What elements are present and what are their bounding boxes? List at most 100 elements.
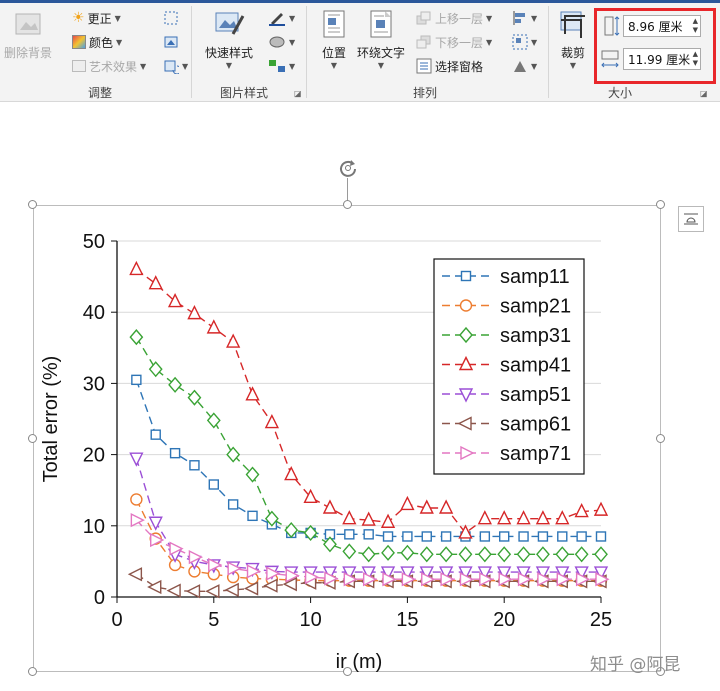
bring-forward-button[interactable]: 上移一层 ▼ [416,8,492,28]
sun-icon: ☀ [72,10,85,26]
send-backward-button[interactable]: 下移一层 ▼ [416,32,492,52]
data-point-samp41 [555,510,570,525]
rotation-handle-stem [347,178,348,205]
chevron-down-icon: ▼ [330,61,338,70]
layout-options-button[interactable] [678,206,704,232]
chevron-down-icon: ▼ [182,61,189,71]
dialog-launcher-icon[interactable]: ◪ [700,89,708,98]
remove-background-button[interactable]: 删除背景 [4,8,52,61]
align-button[interactable]: ▼ [512,8,537,28]
data-point-samp71 [227,561,242,576]
x-tick-label: 10 [299,609,321,631]
x-tick-label: 15 [396,609,418,631]
data-point-samp61 [282,577,297,592]
data-point-samp41 [419,499,434,514]
data-point-samp41 [322,499,338,514]
data-point-samp41 [438,499,454,514]
x-tick-label: 20 [493,609,515,631]
picture-border-icon [269,13,285,26]
resize-handle[interactable] [343,200,352,209]
group-objects-button[interactable]: ▼ [512,32,537,52]
picture-border-button[interactable]: ▼ [268,8,295,28]
ribbon-top-accent [0,0,720,3]
data-point-samp11 [557,531,568,542]
position-label: 位置 [321,46,346,60]
artistic-effects-icon [72,60,86,72]
data-point-samp41 [206,319,221,334]
resize-handle[interactable] [28,434,37,443]
shape-height-field[interactable]: 8.96 厘米 ▲ ▼ [623,15,701,37]
resize-handle[interactable] [28,667,37,676]
data-point-samp31 [574,546,589,563]
data-point-samp11 [595,531,607,542]
data-point-samp71 [362,572,378,587]
data-point-samp11 [421,531,432,542]
group-divider [306,6,307,98]
chevron-down-icon: ▼ [289,13,296,23]
crop-icon [560,11,585,38]
remove-background-icon [15,13,41,35]
corrections-button[interactable]: ☀ 更正 ▼ [72,8,121,28]
data-point-samp11 [440,531,452,542]
selection-pane-button[interactable]: 选择窗格 [416,56,483,76]
picture-effects-button[interactable]: ▼ [268,32,295,52]
position-button[interactable]: 位置 ▼ [318,8,350,70]
chart-series [127,260,610,599]
artistic-effects-button[interactable]: 艺术效果 ▼ [72,56,146,76]
data-point-samp41 [342,510,357,525]
data-point-samp31 [555,546,570,563]
legend-marker [460,270,472,282]
wrap-text-button[interactable]: 环绕文字 ▼ [357,8,405,70]
shape-width-field[interactable]: 11.99 厘米 ▲ ▼ [623,48,701,70]
data-point-samp11 [169,447,181,459]
resize-handle[interactable] [656,667,665,676]
data-point-samp71 [556,572,571,587]
data-point-samp41 [516,510,531,525]
legend-label: samp51 [500,384,571,406]
data-point-samp31 [206,412,221,429]
resize-handle[interactable] [656,434,665,443]
resize-handle[interactable] [28,200,37,209]
group-divider [191,6,192,98]
spinner-icon[interactable]: ▲ ▼ [692,50,698,67]
spinner-icon[interactable]: ▲ ▼ [692,17,698,34]
data-point-samp71 [479,572,494,587]
legend-marker [459,326,473,344]
picture-layout-icon [269,60,285,72]
legend-marker [457,416,472,431]
data-point-samp71 [150,532,165,548]
shape-height-row: 8.96 厘米 ▲ ▼ [600,13,712,39]
rotate-handle-icon[interactable] [338,158,358,178]
selection-pane-icon [416,58,432,74]
picture-layout-button[interactable]: ▼ [268,56,295,76]
y-tick-label: 0 [94,587,105,609]
shape-width-row: 11.99 厘米 ▲ ▼ [600,46,712,72]
watermark-text: 知乎 @阿昆 [590,655,681,675]
chart-axes: 0 10 20 30 40 50 0 5 10 15 20 25 ir (m) Total error (… [40,231,612,673]
data-point-samp71 [208,557,223,573]
resize-handle[interactable] [656,200,665,209]
layout-options-icon [684,213,698,225]
size-group-label: 大小 [608,86,633,100]
series-samp31 [129,329,608,563]
data-point-samp51 [593,566,609,581]
color-button[interactable]: 颜色 ▼ [72,32,122,52]
rotate-objects-button[interactable]: ▼ [512,56,537,76]
data-point-samp11 [208,479,220,490]
quick-styles-button[interactable]: 快速样式 ▼ [205,8,253,70]
data-point-samp51 [342,566,357,581]
data-point-samp31 [400,544,415,561]
data-point-samp31 [458,546,473,563]
reset-picture-button[interactable]: ▼ [163,56,188,76]
legend-label: samp71 [500,443,571,465]
resize-handle[interactable] [343,667,352,676]
compress-pictures-button[interactable] [163,8,179,28]
crop-button[interactable]: 裁剪 ▼ [557,8,589,70]
dialog-launcher-icon[interactable]: ◪ [294,89,302,98]
data-point-samp41 [361,511,376,526]
x-tick-label: 5 [208,609,219,631]
change-picture-button[interactable] [163,32,179,52]
y-tick-label: 40 [83,302,105,324]
data-point-samp41 [129,260,144,276]
